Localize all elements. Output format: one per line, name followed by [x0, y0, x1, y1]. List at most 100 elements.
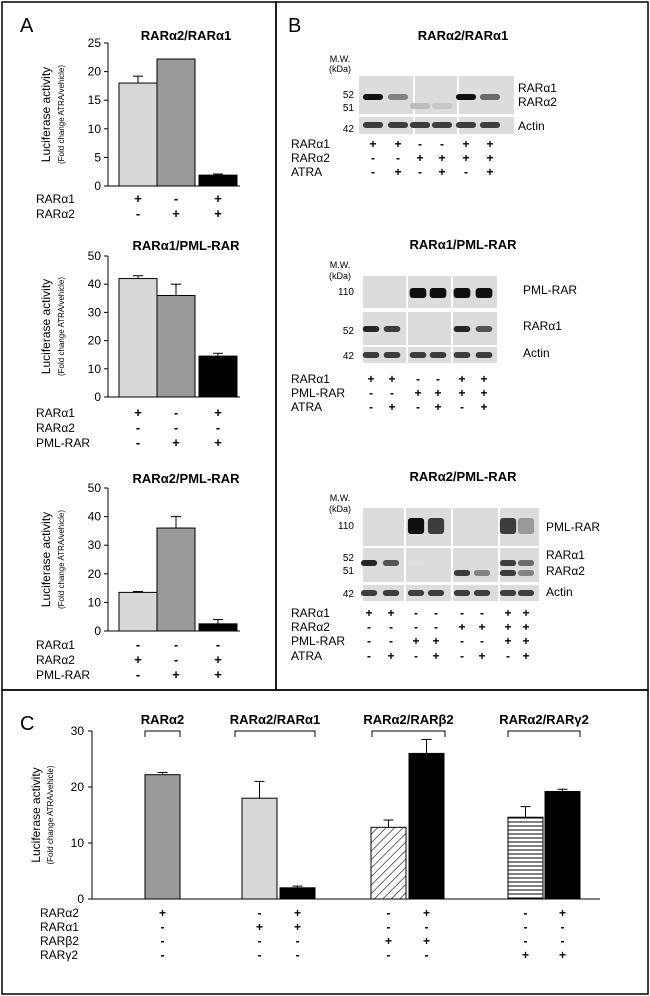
condition-label: ATRA — [291, 400, 322, 414]
bar — [241, 797, 278, 900]
y-tick-label: 0 — [94, 179, 101, 193]
condition-mark: - — [136, 637, 140, 652]
y-tick-label: 50 — [88, 481, 102, 495]
condition-mark: - — [418, 165, 422, 179]
condition-label: RARα2 — [40, 906, 79, 920]
blot-band — [517, 590, 535, 596]
condition-mark: + — [432, 649, 439, 663]
y-axis-label: Luciferase activity — [39, 512, 53, 607]
blot-band — [382, 560, 400, 566]
condition-mark: + — [462, 137, 469, 151]
condition-mark: + — [172, 206, 180, 221]
condition-mark: - — [136, 667, 140, 682]
blot-band — [431, 103, 453, 109]
y-tick-label: 40 — [88, 510, 102, 524]
condition-label: RARα1 — [40, 920, 79, 934]
band-label: RARα2 — [546, 564, 585, 578]
y-tick-label: 10 — [88, 362, 102, 376]
blot-band — [360, 560, 378, 566]
condition-mark: + — [423, 906, 430, 920]
blot-title: RARα1/PML-RAR — [410, 237, 518, 252]
condition-mark: + — [172, 435, 180, 450]
condition-mark: - — [174, 652, 178, 667]
blot-strip — [363, 508, 404, 546]
condition-mark: - — [258, 906, 262, 920]
condition-mark: + — [214, 405, 222, 420]
condition-mark: - — [396, 151, 400, 165]
y-tick-label: 30 — [88, 538, 102, 552]
western-blot-1: RARα2/RARα1M.W.(kDa)525142RARα1RARα2Acti… — [291, 28, 557, 179]
blot-band — [409, 103, 431, 109]
panel-a-letter: A — [20, 15, 34, 37]
condition-mark: - — [387, 906, 391, 920]
group-title: RARα2 — [141, 712, 184, 727]
bar — [198, 623, 238, 632]
bar — [144, 774, 181, 900]
condition-mark: + — [394, 165, 401, 179]
blot-band — [431, 122, 453, 128]
mw-mark: 110 — [338, 287, 354, 298]
condition-label: RARα1 — [36, 638, 75, 652]
blot-band — [409, 122, 431, 128]
panel-b-blots: RARα2/RARα1M.W.(kDa)525142RARα1RARα2Acti… — [291, 28, 600, 663]
blot-band — [517, 518, 535, 534]
band-label: PML-RAR — [546, 520, 600, 534]
blot-band — [382, 590, 400, 596]
band-label: PML-RAR — [523, 283, 577, 297]
panel-c-frame — [1, 689, 649, 995]
blot-band — [362, 326, 380, 332]
group-title: RARα2/RARα1 — [230, 712, 320, 727]
blot-band — [453, 288, 471, 298]
panel-b-letter: B — [288, 15, 301, 37]
condition-mark: + — [367, 372, 374, 386]
mw-mark: 52 — [343, 553, 355, 564]
band-label: Actin — [523, 346, 550, 360]
condition-mark: - — [561, 934, 565, 948]
condition-label: RARα2 — [36, 207, 75, 221]
condition-label: RARα1 — [291, 137, 330, 151]
condition-mark: + — [478, 620, 485, 634]
band-label: RARα1 — [523, 319, 562, 333]
condition-mark: - — [434, 606, 438, 620]
condition-mark: + — [365, 606, 372, 620]
group-bracket — [507, 730, 581, 737]
condition-mark: + — [559, 906, 566, 920]
condition-mark: - — [480, 634, 484, 648]
bar — [507, 816, 544, 900]
condition-mark: - — [174, 405, 178, 420]
condition-mark: + — [504, 606, 511, 620]
luciferase-chart-a1: RARα2/RARα1 Luciferase activity (Fold chan… — [36, 28, 240, 221]
chart-title: RARα1/PML-RAR — [133, 238, 241, 253]
blot-band — [453, 570, 471, 576]
band-label: RARα1 — [518, 81, 557, 95]
condition-mark: - — [161, 934, 165, 948]
blot-band — [362, 352, 380, 358]
condition-mark: - — [440, 137, 444, 151]
group-bracket — [144, 730, 181, 737]
mw-mark: 51 — [343, 103, 355, 114]
condition-mark: - — [524, 934, 528, 948]
condition-mark: - — [161, 920, 165, 934]
condition-mark: - — [506, 649, 510, 663]
blot-band — [383, 326, 401, 332]
mw-mark: 51 — [343, 566, 355, 577]
bar — [198, 355, 238, 398]
blot-band — [409, 288, 427, 298]
blot-band — [362, 122, 384, 128]
condition-mark: - — [369, 400, 373, 414]
condition-mark: - — [414, 649, 418, 663]
condition-mark: + — [480, 386, 487, 400]
blot-band — [429, 352, 447, 358]
condition-mark: + — [214, 191, 222, 206]
condition-mark: - — [416, 372, 420, 386]
blot-band — [362, 94, 384, 100]
y-tick-label: 20 — [88, 65, 102, 79]
condition-label: RARα1 — [36, 192, 75, 206]
blot-band — [475, 288, 493, 298]
condition-mark: - — [136, 420, 140, 435]
blot-band — [479, 94, 501, 100]
condition-mark: + — [486, 165, 493, 179]
blot-band — [499, 518, 517, 534]
condition-mark: - — [416, 400, 420, 414]
